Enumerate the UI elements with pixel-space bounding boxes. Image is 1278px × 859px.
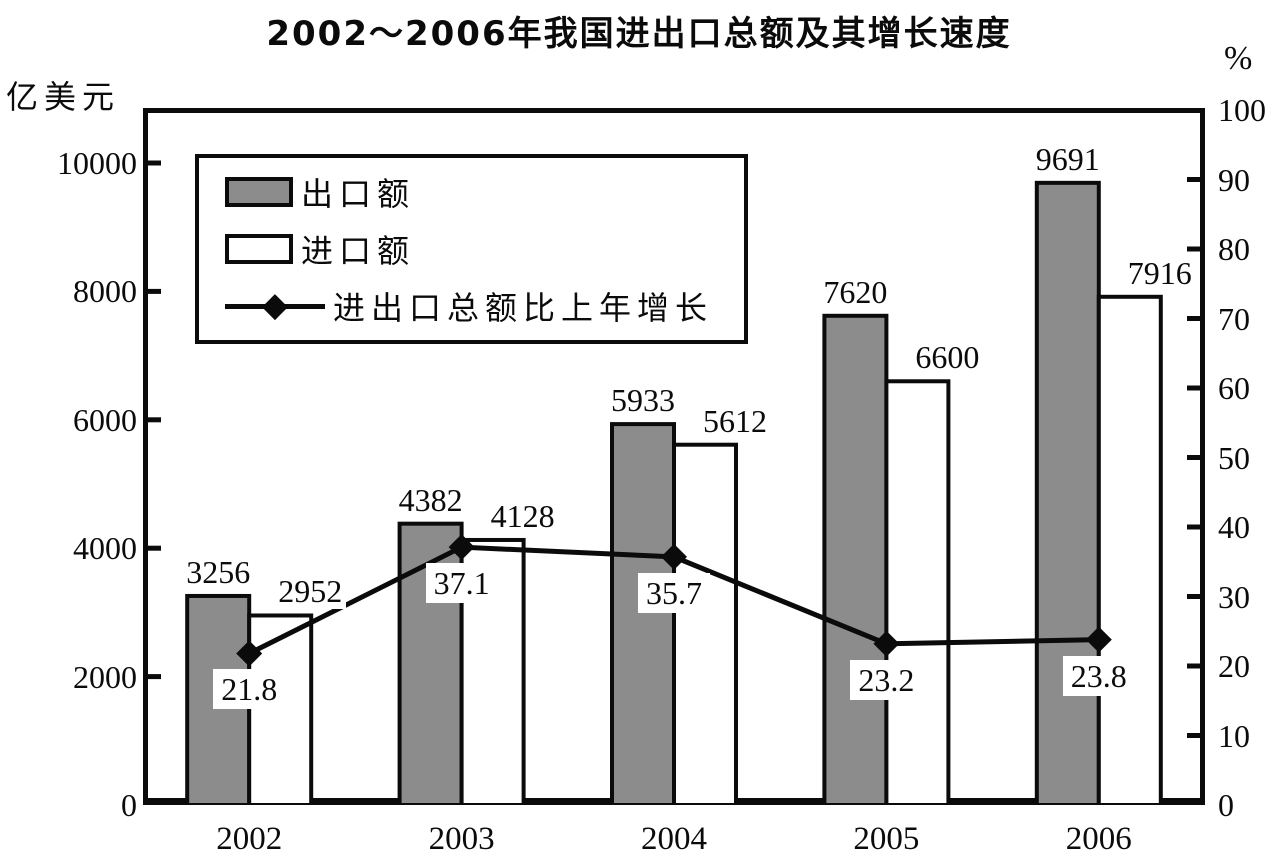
growth-value-label-2002: 21.8	[213, 669, 286, 710]
right-axis-tick-label-100: 100	[1218, 92, 1266, 128]
import-value-label-2006: 7916	[1123, 254, 1196, 291]
export-bar-2005	[822, 313, 889, 805]
right-axis-unit-label: %	[1224, 40, 1253, 77]
left-axis-tick-label-10000: 10000	[57, 145, 137, 181]
export-bar-swatch	[225, 177, 293, 207]
growth-marker-2005	[873, 630, 900, 657]
growth-value-label-2006: 23.8	[1062, 655, 1135, 696]
import-bar-2005	[884, 379, 951, 805]
plot-area: 3256 2952 21.8 4382 4128 37.1 5933 5612 35.7 7620…	[143, 108, 1205, 805]
legend: 出口额 进口额 ◆ 进出口总额比上年增长	[195, 154, 748, 344]
export-value-label-2004: 5933	[607, 382, 679, 419]
export-value-label-2005: 7620	[819, 273, 892, 310]
x-axis-label-2003: 2003	[428, 821, 495, 857]
right-axis-tick-label-0: 0	[1218, 787, 1234, 823]
import-bar-2002	[247, 613, 314, 805]
left-axis-tick-label-2000: 2000	[73, 658, 137, 695]
growth-value-label-2003: 37.1	[425, 563, 498, 604]
growth-value-label-2004: 35.7	[638, 572, 710, 613]
x-axis-label-2004: 2004	[641, 821, 707, 857]
import-bar-2004	[672, 442, 738, 805]
right-axis-tick-label-20: 20	[1218, 648, 1250, 684]
export-value-label-2006: 9691	[1031, 140, 1104, 177]
left-axis-tick-label-6000: 6000	[73, 401, 137, 438]
right-axis-tick-label-90: 90	[1218, 161, 1250, 198]
right-axis-tick-label-70: 70	[1218, 300, 1250, 337]
legend-item-growth: ◆ 进出口总额比上年增长	[225, 283, 744, 329]
growth-marker-2002	[236, 640, 263, 667]
legend-item-export: 出口额	[225, 169, 744, 215]
import-bar-2006	[1096, 294, 1163, 805]
import-bar-swatch	[225, 234, 293, 264]
growth-line-sample: ◆	[225, 287, 325, 324]
export-value-label-2002: 3256	[182, 553, 255, 590]
export-value-label-2003: 4382	[394, 481, 467, 518]
right-axis-tick-label-10: 10	[1218, 717, 1250, 754]
x-axis-label-2006: 2006	[1065, 821, 1132, 857]
left-axis-unit-label: 亿美元	[6, 78, 121, 116]
chart-drawing	[143, 108, 1205, 805]
legend-item-import: 进口额	[225, 226, 744, 272]
import-value-label-2003: 4128	[486, 497, 559, 534]
growth-value-label-2005: 23.2	[850, 659, 923, 700]
export-bar-2006	[1034, 180, 1101, 805]
left-axis-tick-label-0: 0	[121, 787, 137, 823]
right-axis-tick-label-60: 60	[1218, 370, 1250, 406]
right-axis-tick-label-50: 50	[1218, 439, 1250, 476]
right-axis-tick-label-80: 80	[1218, 231, 1250, 267]
legend-label-growth: 进出口总额比上年增长	[333, 289, 714, 327]
growth-marker-2006	[1085, 626, 1112, 653]
right-axis-tick-label-30: 30	[1218, 578, 1250, 615]
chart-title: 2002～2006年我国进出口总额及其增长速度	[266, 14, 1012, 54]
x-axis-label-2002: 2002	[216, 821, 283, 857]
import-value-label-2002: 2952	[274, 573, 347, 610]
right-axis-tick-label-40: 40	[1218, 509, 1250, 545]
import-value-label-2004: 5612	[699, 402, 771, 439]
left-axis-tick-label-4000: 4000	[73, 530, 137, 567]
export-bar-2004	[610, 422, 676, 805]
line-segment-icon	[225, 304, 325, 309]
legend-label-export: 出口额	[301, 175, 416, 213]
diamond-marker-icon: ◆	[261, 287, 289, 324]
import-value-label-2005: 6600	[911, 339, 984, 376]
growth-marker-2004	[661, 543, 687, 570]
left-axis-tick-label-8000: 8000	[73, 273, 137, 310]
x-axis-label-2005: 2005	[853, 821, 920, 857]
growth-marker-2003	[448, 534, 475, 561]
legend-label-import: 进口额	[301, 232, 416, 270]
